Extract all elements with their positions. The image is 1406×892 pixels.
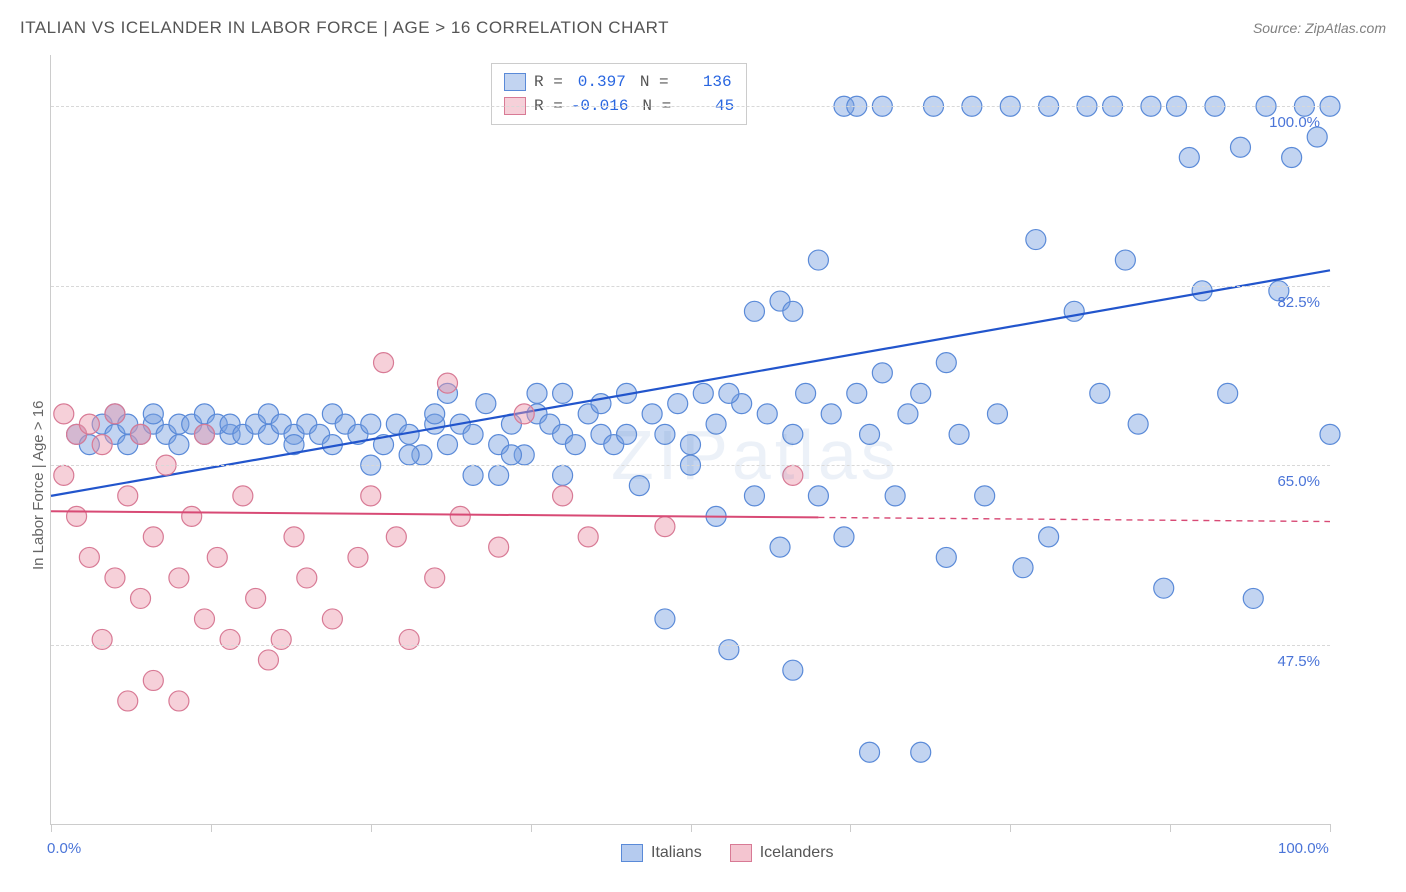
y-axis-label: In Labor Force | Age > 16 [30, 401, 47, 570]
chart-canvas [51, 55, 1330, 824]
x-tick-label: 100.0% [1278, 840, 1329, 857]
r-label: R = [534, 73, 563, 91]
y-tick-label: 82.5% [1277, 294, 1320, 311]
legend-label-icelanders: Icelanders [760, 844, 834, 862]
series-legend: Italians Icelanders [621, 844, 834, 862]
chart-title: ITALIAN VS ICELANDER IN LABOR FORCE | AG… [20, 18, 669, 38]
legend-swatch-icelanders [730, 844, 752, 862]
legend-item-icelanders: Icelanders [730, 844, 834, 862]
swatch-italians [504, 73, 526, 91]
legend-label-italians: Italians [651, 844, 702, 862]
n-label: N = [640, 73, 669, 91]
r-value-italians: 0.397 [571, 73, 626, 91]
correlation-legend: R = 0.397 N = 136 R = -0.016 N = 45 [491, 63, 747, 125]
legend-item-italians: Italians [621, 844, 702, 862]
n-value-italians: 136 [677, 73, 732, 91]
legend-swatch-italians [621, 844, 643, 862]
x-tick-label: 0.0% [47, 840, 81, 857]
y-tick-label: 47.5% [1277, 653, 1320, 670]
scatter-plot: ZIPatlas R = 0.397 N = 136 R = -0.016 N … [50, 55, 1330, 825]
y-tick-label: 100.0% [1269, 114, 1320, 131]
source-attribution: Source: ZipAtlas.com [1253, 20, 1386, 36]
y-tick-label: 65.0% [1277, 473, 1320, 490]
stats-row-italians: R = 0.397 N = 136 [504, 70, 734, 94]
